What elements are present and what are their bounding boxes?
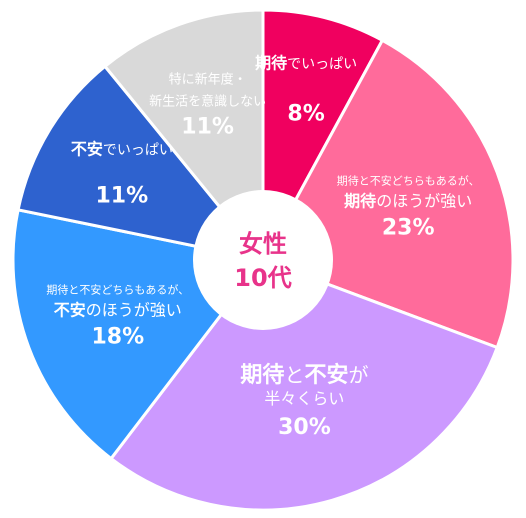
slice-6-label-line-1: 特に新年度・: [169, 72, 247, 88]
slice-4-value-label: 18%: [91, 324, 144, 349]
slice-6-value-label: 11%: [181, 115, 234, 140]
slice-2-label-line-1: 期待と不安どちらもあるが、: [337, 174, 480, 188]
slice-1-label-line-1: 期待でいっぱい: [255, 53, 357, 72]
slice-4-label-line-1: 期待と不安どちらもあるが、: [46, 282, 189, 296]
center-label-line-1: 女性: [239, 230, 287, 258]
center-label-line-2: 10代: [234, 264, 291, 292]
center-hole: [193, 190, 333, 330]
slice-3-label-line-2: 半々くらい: [264, 389, 344, 408]
slice-1-value-label: 8%: [287, 101, 324, 126]
slice-3-label-line-1: 期待と不安が: [240, 362, 368, 388]
slice-5-label-line-1: 不安でいっぱい: [71, 140, 173, 159]
pie-slice-6: [102, 8, 265, 265]
slice-4-label-line-2: 不安のほうが強い: [54, 300, 182, 319]
slice-2-value-label: 23%: [382, 216, 435, 241]
labels-group: 期待でいっぱい8%期待と不安どちらもあるが、期待のほうが強い23%期待と不安が半…: [46, 53, 479, 440]
slice-2-label-line-2: 期待のほうが強い: [344, 192, 472, 211]
pie-slice-5: [16, 64, 267, 263]
slice-3-value-label: 30%: [278, 415, 331, 440]
slice-5-value-label: 11%: [96, 184, 149, 209]
pie-slice-3: [108, 258, 500, 512]
slice-6-label-line-2: 新生活を意識しない: [149, 94, 266, 110]
